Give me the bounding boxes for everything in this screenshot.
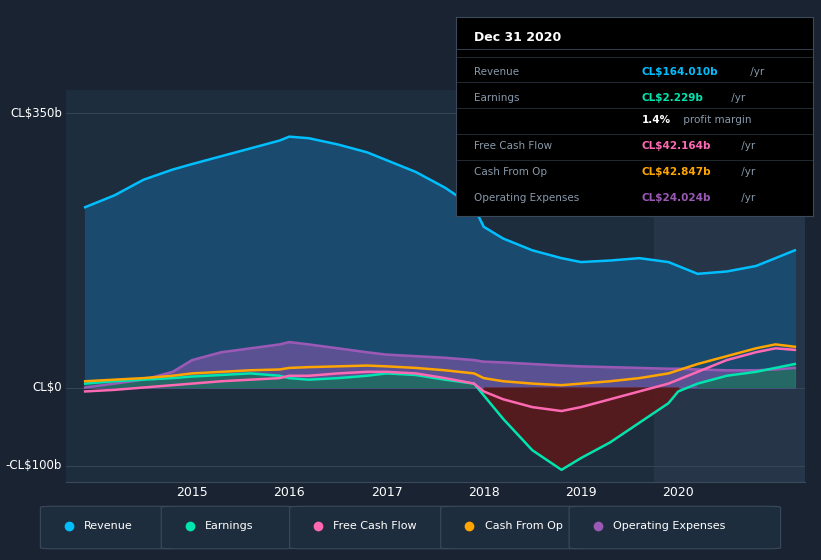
Text: Free Cash Flow: Free Cash Flow (474, 141, 552, 151)
Text: CL$164.010b: CL$164.010b (641, 67, 718, 77)
FancyBboxPatch shape (569, 506, 781, 549)
Text: Earnings: Earnings (474, 94, 519, 103)
FancyBboxPatch shape (161, 506, 297, 549)
Text: Revenue: Revenue (85, 521, 133, 531)
FancyBboxPatch shape (441, 506, 585, 549)
Text: /yr: /yr (738, 167, 755, 177)
Text: Operating Expenses: Operating Expenses (613, 521, 725, 531)
FancyBboxPatch shape (290, 506, 456, 549)
Bar (654, 90, 805, 482)
FancyBboxPatch shape (40, 506, 177, 549)
Text: Cash From Op: Cash From Op (474, 167, 547, 177)
Text: Revenue: Revenue (474, 67, 519, 77)
Text: 1.4%: 1.4% (641, 115, 671, 125)
Text: /yr: /yr (728, 94, 745, 103)
Text: /yr: /yr (747, 67, 764, 77)
Text: CL$42.164b: CL$42.164b (641, 141, 711, 151)
Text: /yr: /yr (738, 193, 755, 203)
Text: CL$2.229b: CL$2.229b (641, 94, 704, 103)
Text: Free Cash Flow: Free Cash Flow (333, 521, 417, 531)
Text: profit margin: profit margin (680, 115, 751, 125)
Text: -CL$100b: -CL$100b (6, 459, 62, 473)
Text: Earnings: Earnings (205, 521, 254, 531)
Text: CL$24.024b: CL$24.024b (641, 193, 711, 203)
Text: CL$350b: CL$350b (10, 106, 62, 120)
Text: CL$42.847b: CL$42.847b (641, 167, 711, 177)
Text: Operating Expenses: Operating Expenses (474, 193, 579, 203)
Text: CL$0: CL$0 (32, 381, 62, 394)
Text: Dec 31 2020: Dec 31 2020 (474, 31, 561, 44)
Text: Cash From Op: Cash From Op (484, 521, 562, 531)
Text: /yr: /yr (738, 141, 755, 151)
